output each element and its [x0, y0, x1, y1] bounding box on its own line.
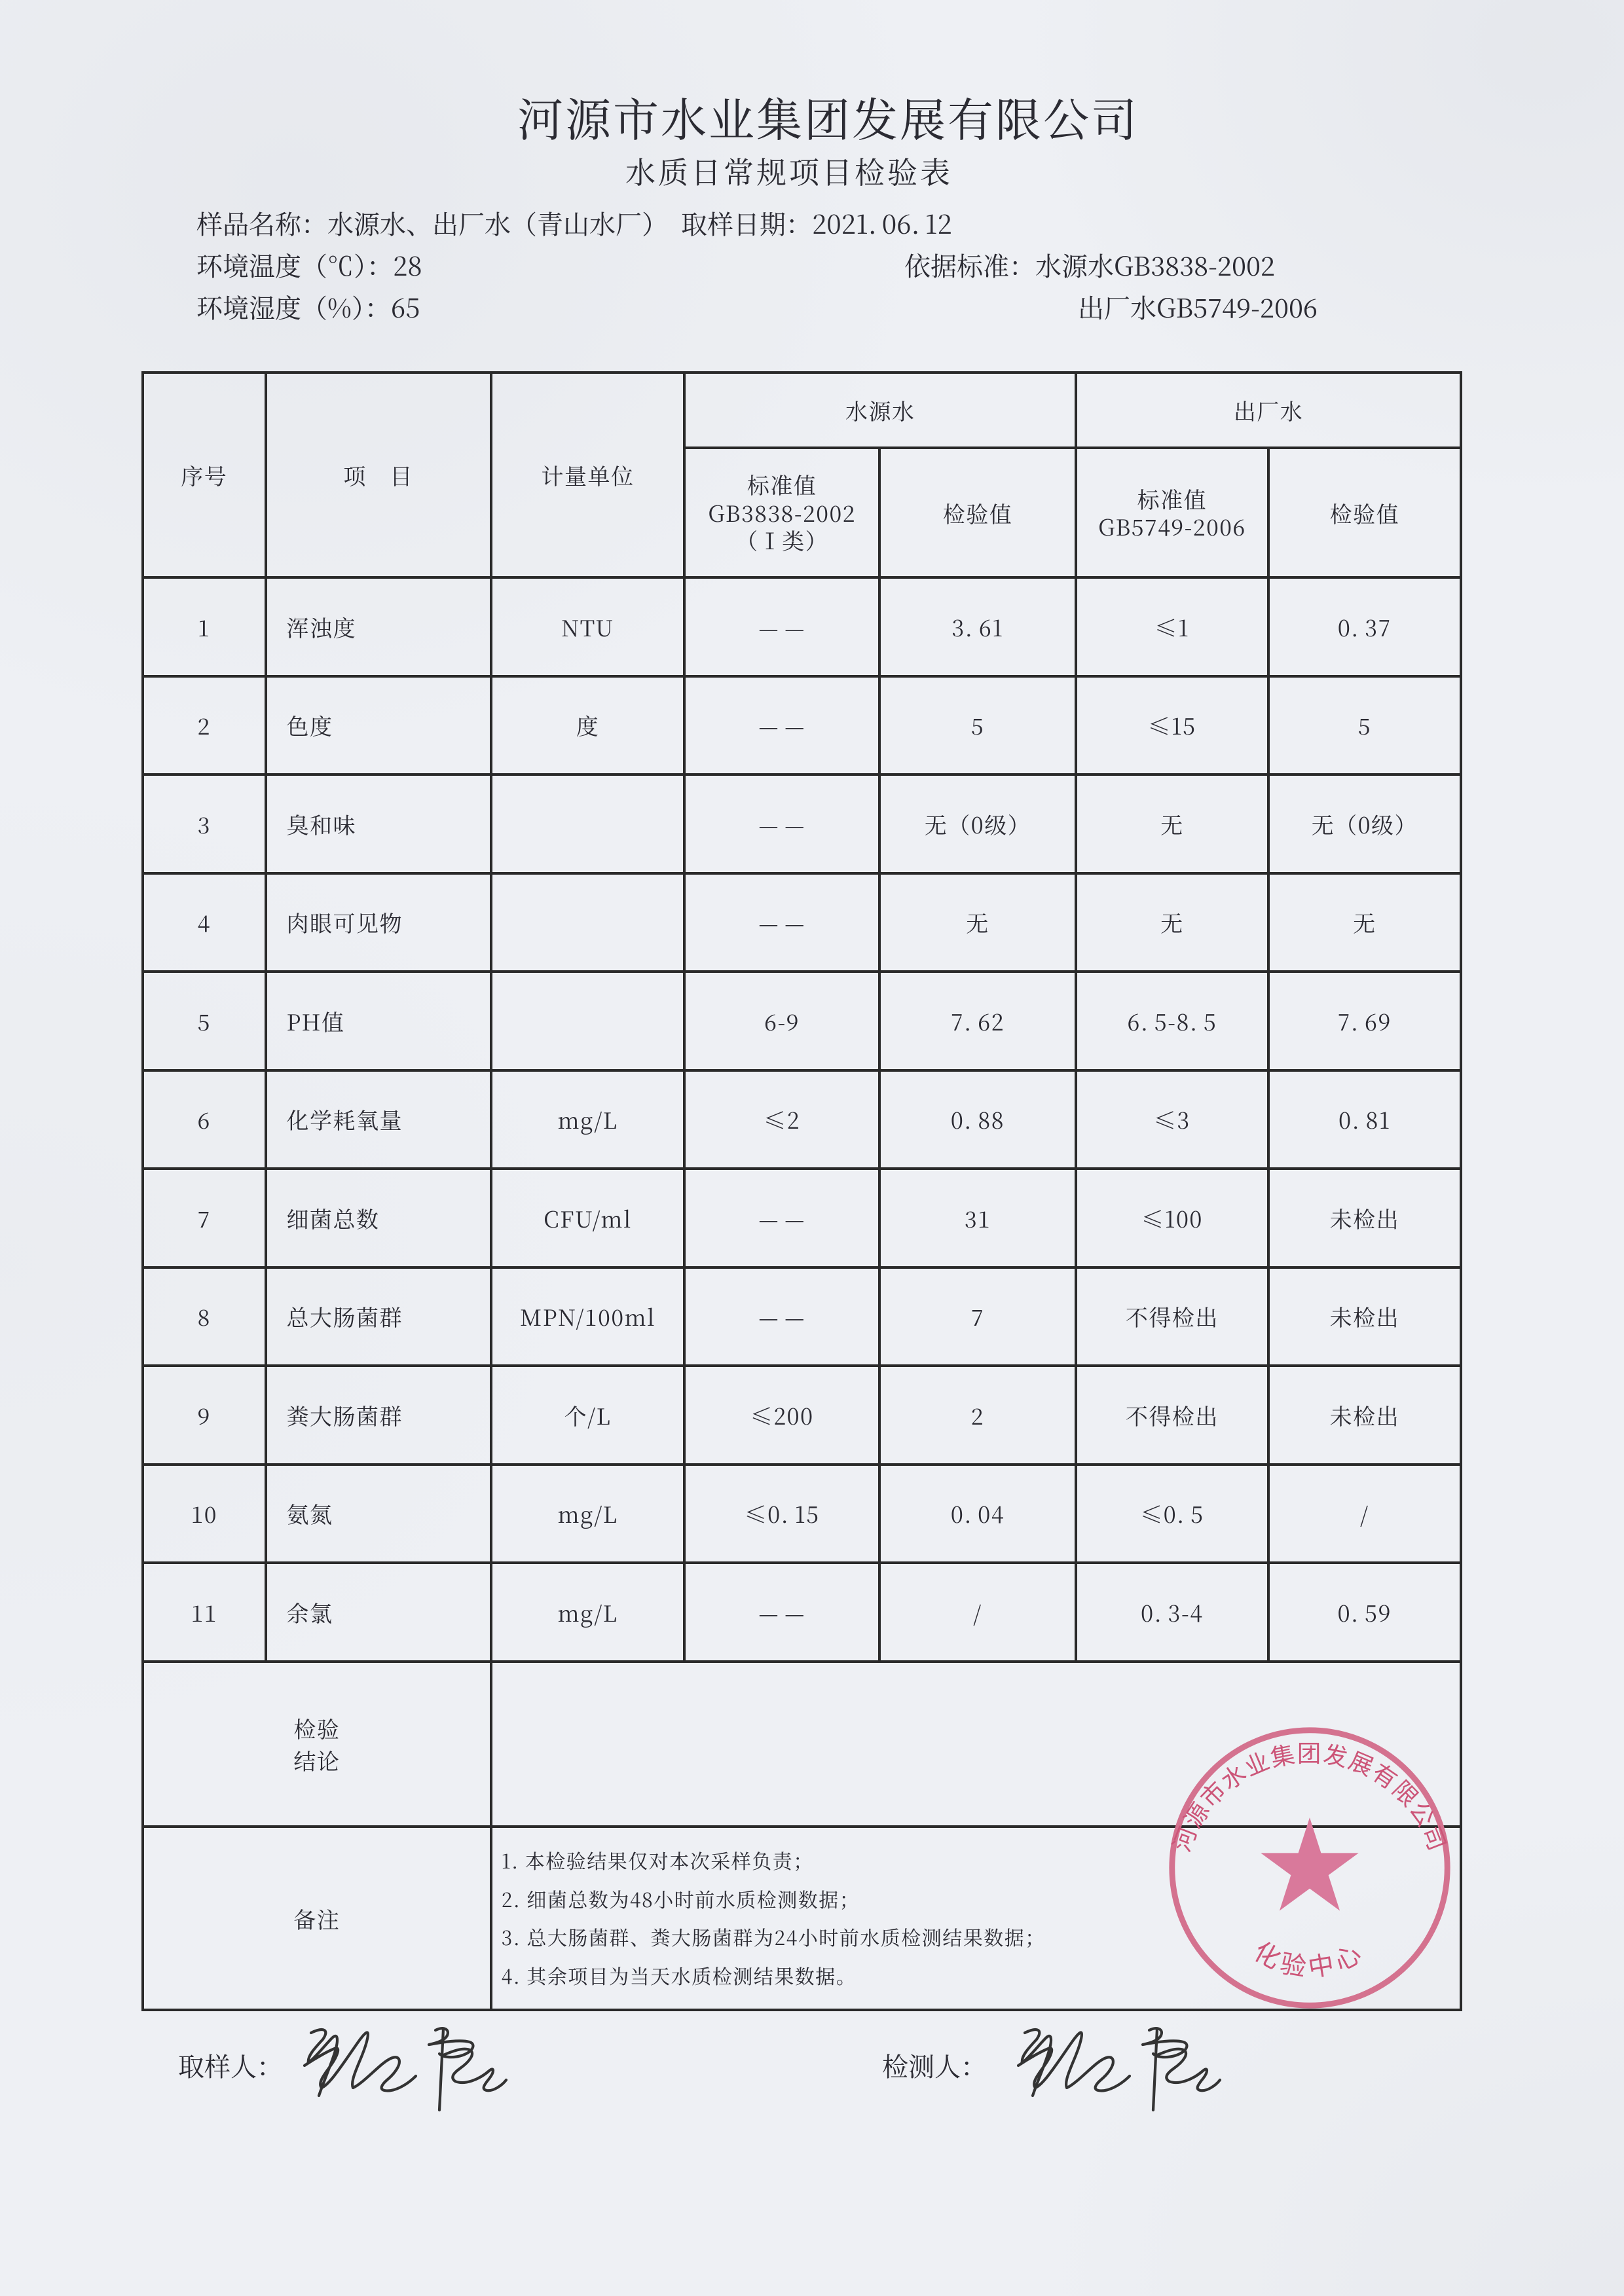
svg-text:化验中心: 化验中心 [1248, 1931, 1371, 1985]
